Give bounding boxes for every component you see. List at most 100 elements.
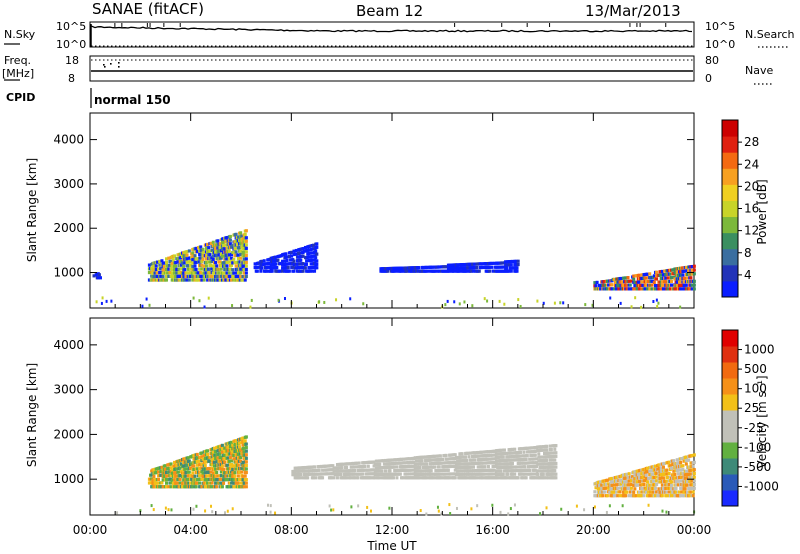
echo-cell [311, 476, 315, 480]
echo-cell [625, 472, 629, 476]
colorbar-swatch [722, 378, 738, 395]
echo-speck [542, 301, 545, 305]
echo-cell [684, 265, 688, 270]
echo-cell [92, 274, 96, 278]
colorbar-tick-label: -1000 [744, 479, 779, 493]
echo-cell [382, 472, 386, 476]
echo-cell [669, 283, 673, 287]
echo-cell [533, 476, 537, 480]
echo-cell [413, 456, 417, 460]
echo-cell [546, 476, 550, 480]
echo-cell [165, 274, 169, 279]
echo-speck [231, 304, 234, 308]
echo-cell [640, 280, 644, 284]
echo-cell [464, 455, 468, 459]
echo-cell [233, 247, 237, 251]
echo-speck [362, 302, 365, 306]
colorbar-swatch [722, 280, 738, 298]
beam-label: Beam 12 [356, 2, 423, 20]
echo-cell [244, 470, 248, 475]
echo-cell [214, 260, 218, 265]
echo-cell [222, 243, 226, 248]
echo-cell [554, 461, 558, 466]
echo-cell [179, 259, 183, 263]
echo-cell [309, 247, 313, 252]
echo-cell [242, 250, 246, 254]
echo-cell [393, 269, 397, 273]
echo-cell [658, 476, 662, 481]
echo-cell [200, 259, 204, 264]
echo-cell [307, 248, 311, 252]
colorbar-swatch [722, 120, 738, 137]
cpid-label: CPID [6, 91, 35, 104]
echo-speck [657, 301, 660, 305]
y-tick-label: 1000 [53, 472, 84, 486]
echo-cell [170, 261, 174, 265]
echo-cell [689, 490, 693, 494]
echo-cell [655, 482, 659, 487]
echo-cell [194, 485, 198, 489]
echo-cell [300, 476, 304, 480]
echo-cell [194, 260, 198, 265]
echo-cell [506, 455, 510, 459]
echo-speck [167, 508, 170, 512]
echo-cell [210, 248, 214, 252]
echo-cell [459, 472, 463, 476]
echo-cell [513, 472, 517, 476]
echo-cell [286, 265, 290, 270]
echo-speck [498, 299, 501, 303]
echo-cell [335, 476, 339, 480]
echo-cell [305, 259, 309, 263]
echo-cell [685, 490, 689, 494]
freq-tick-bottom: 8 [68, 72, 75, 85]
echo-speck [116, 511, 119, 515]
echo-cell [482, 457, 486, 462]
echo-cell [165, 481, 169, 485]
echo-cell [154, 264, 158, 268]
echo-cell [167, 256, 171, 260]
echo-cell [187, 249, 191, 253]
echo-cell [166, 271, 170, 275]
echo-cell [633, 280, 637, 285]
echo-cell [216, 474, 220, 478]
echo-cell [472, 465, 476, 469]
echo-cell [187, 459, 191, 463]
echo-cell [644, 283, 648, 287]
echo-cell [691, 494, 695, 498]
echo-cell [610, 283, 614, 287]
echo-cell [214, 467, 218, 471]
echo-cell [225, 463, 229, 467]
echo-cell [152, 474, 156, 479]
echo-cell [260, 266, 264, 270]
echo-cell [404, 266, 408, 270]
echo-cell [209, 274, 213, 278]
echo-cell [227, 459, 231, 463]
echo-cell [172, 460, 176, 465]
echo-cell [641, 283, 645, 287]
echo-speck [652, 300, 655, 304]
x-tick-label: 04:00 [173, 523, 208, 537]
echo-cell [394, 468, 398, 473]
echo-cell [528, 468, 532, 472]
echo-cell [437, 465, 441, 469]
echo-speck [101, 296, 104, 300]
power-colorbar: 28 24 20 16 12 8 4 [721, 119, 759, 298]
echo-cell [497, 469, 501, 473]
echo-cell [682, 283, 686, 287]
echo-cell [232, 257, 236, 261]
echo-cell [383, 267, 387, 271]
echo-cell [186, 456, 190, 460]
echo-cell [464, 472, 468, 476]
echo-cell [244, 442, 248, 446]
echo-cell [244, 478, 248, 482]
echo-cell [644, 490, 648, 494]
echo-speck [491, 503, 494, 507]
echo-cell [241, 460, 245, 465]
echo-cell [633, 487, 637, 491]
y-tick-label: 2000 [53, 221, 84, 235]
echo-cell [665, 494, 669, 498]
echo-cell [162, 268, 166, 272]
echo-cell [692, 287, 696, 291]
echo-cell [211, 471, 215, 475]
echo-cell [446, 266, 450, 270]
